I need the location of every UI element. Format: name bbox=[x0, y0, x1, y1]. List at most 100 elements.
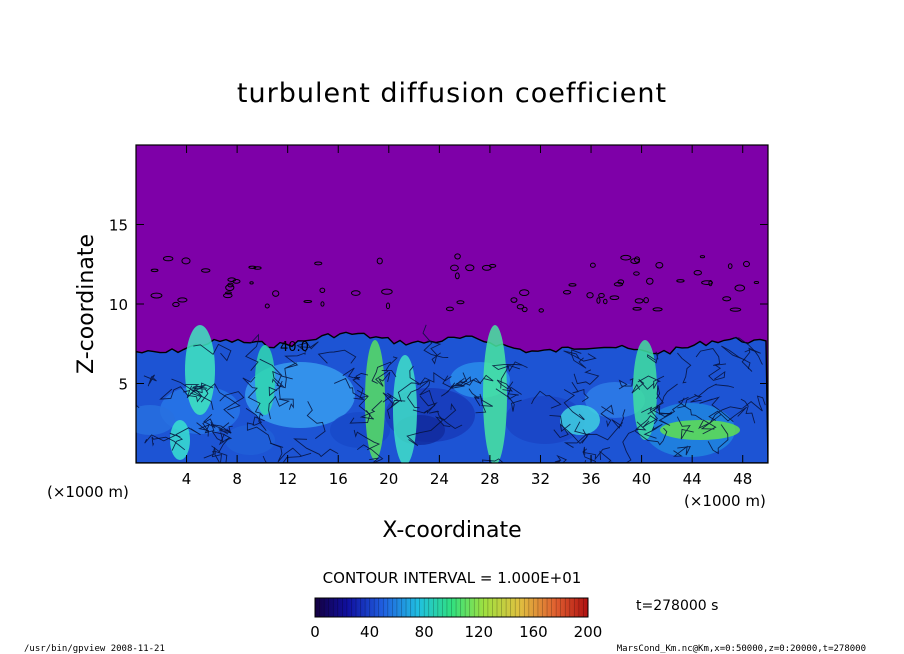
contour-line bbox=[571, 381, 589, 402]
plume-region bbox=[560, 405, 600, 435]
contour-line bbox=[371, 361, 392, 384]
contour-line bbox=[412, 395, 438, 414]
contour-line bbox=[356, 444, 384, 463]
contour-speck bbox=[620, 254, 632, 261]
x-axis: 4 8 12 16 20 24 28 32 36 40 44 48 bbox=[182, 145, 752, 488]
contour-speck bbox=[643, 297, 649, 304]
contour-line bbox=[144, 432, 181, 444]
contour-speck bbox=[589, 262, 596, 268]
eddy-region bbox=[585, 382, 645, 418]
contour-line bbox=[652, 383, 678, 418]
contour-line bbox=[740, 398, 756, 424]
colorbar-tick-label: 40 bbox=[360, 623, 379, 641]
contour-line bbox=[563, 433, 590, 448]
contour-speck bbox=[320, 301, 325, 307]
colorbar-frame bbox=[314, 597, 589, 618]
contour-line bbox=[694, 383, 735, 398]
y-tick-label: 15 bbox=[109, 217, 128, 235]
contour-speck bbox=[456, 300, 465, 305]
y-axis-label: Z-coordinate bbox=[74, 234, 99, 374]
contour-speck bbox=[693, 270, 702, 276]
contour-line bbox=[563, 350, 597, 362]
contour-speck bbox=[734, 284, 746, 292]
contour-line bbox=[352, 376, 370, 399]
contour-speck bbox=[450, 264, 459, 272]
chart-title: turbulent diffusion coefficient bbox=[237, 78, 667, 109]
contour-line bbox=[269, 442, 302, 463]
contour-speck bbox=[568, 283, 577, 287]
contour-line bbox=[382, 392, 401, 419]
x-tick-label: 20 bbox=[379, 470, 398, 488]
y-unit-label: (×1000 m) bbox=[47, 483, 129, 501]
contour-line bbox=[708, 406, 748, 422]
contour-line bbox=[171, 427, 201, 451]
contour-line bbox=[419, 372, 452, 386]
contour-speck bbox=[385, 302, 391, 310]
contour-line bbox=[554, 454, 568, 463]
contour-line bbox=[245, 408, 265, 426]
contour-line bbox=[296, 341, 319, 353]
footer-left: /usr/bin/gpview 2008-11-21 bbox=[24, 644, 165, 654]
contour-line bbox=[495, 388, 519, 400]
contour-speck bbox=[519, 289, 530, 297]
contour-line bbox=[159, 386, 197, 400]
colorbar-tick-label: 0 bbox=[310, 623, 320, 641]
contour-speck bbox=[150, 292, 163, 299]
x-tick-label: 44 bbox=[683, 470, 702, 488]
contour-line bbox=[610, 428, 640, 463]
contour-line bbox=[475, 393, 493, 414]
contour-speck bbox=[481, 264, 492, 271]
contour-line bbox=[635, 415, 658, 431]
contour-speck bbox=[596, 297, 601, 304]
mixed-layer bbox=[136, 253, 768, 463]
contour-line bbox=[650, 385, 664, 410]
contour-line bbox=[442, 372, 468, 389]
contour-line bbox=[406, 416, 443, 447]
contour-line bbox=[677, 352, 692, 384]
contour-line bbox=[600, 404, 614, 428]
contour-line bbox=[549, 414, 569, 439]
contour-line bbox=[647, 405, 673, 426]
contour-line bbox=[427, 340, 442, 365]
contour-line bbox=[742, 395, 766, 412]
contour-line bbox=[698, 419, 717, 435]
contour-line bbox=[571, 349, 587, 369]
x-tick-label: 48 bbox=[733, 470, 752, 488]
contour-line bbox=[721, 345, 751, 370]
x-tick-label: 12 bbox=[278, 470, 297, 488]
contour-line bbox=[574, 421, 624, 441]
contour-speck bbox=[652, 307, 663, 312]
contour-speck bbox=[181, 257, 191, 265]
contour-line bbox=[673, 445, 691, 457]
contour-line bbox=[582, 446, 611, 461]
contour-line bbox=[707, 424, 729, 455]
contour-line bbox=[695, 347, 727, 366]
y-axis: 5 10 15 bbox=[109, 217, 768, 394]
contour-line bbox=[211, 451, 237, 463]
contour-speck bbox=[609, 295, 620, 301]
contour-line bbox=[211, 433, 230, 453]
eddy-region bbox=[136, 405, 175, 435]
contour-speck bbox=[729, 307, 742, 312]
contour-speck bbox=[150, 268, 159, 273]
contour-line bbox=[183, 384, 207, 399]
contour-line bbox=[676, 416, 694, 440]
contour-speck bbox=[753, 281, 760, 285]
plume-region bbox=[660, 420, 740, 440]
colorbar-stripes bbox=[314, 598, 589, 617]
colorbar-tick-label: 200 bbox=[574, 623, 603, 641]
contour-line bbox=[611, 409, 626, 429]
x-tick-label: 4 bbox=[182, 470, 192, 488]
contour-line bbox=[422, 324, 449, 358]
contour-speck bbox=[381, 288, 393, 295]
contour-line bbox=[246, 422, 284, 448]
contour-line bbox=[293, 438, 339, 458]
contour-line bbox=[203, 447, 223, 463]
contour-line bbox=[210, 422, 233, 434]
contour-speck bbox=[454, 272, 460, 280]
contour-line bbox=[245, 333, 260, 371]
x-tick-label: 16 bbox=[329, 470, 348, 488]
x-unit-label: (×1000 m) bbox=[684, 492, 766, 510]
contour-line bbox=[136, 404, 140, 409]
